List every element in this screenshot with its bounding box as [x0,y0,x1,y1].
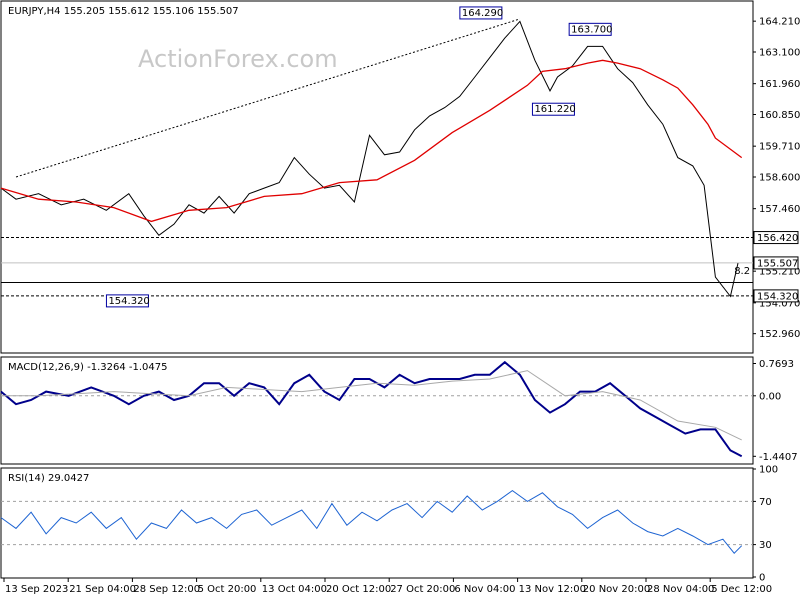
moving-average-line [0,59,743,223]
macd-tick-label: -1.4407 [759,452,798,463]
price-tick-label: 159.710 [759,142,800,153]
price-tick-label: 164.210 [759,17,800,28]
trendline [15,18,521,178]
x-tick-label: 13 Nov 12:00 [519,584,586,595]
x-tick-label: 6 Nov 04:00 [454,584,515,595]
trendline-line [15,18,521,178]
price-levels [1,237,753,297]
price-tick-label: 163.100 [759,48,800,59]
annotation-box [568,22,612,36]
x-tick-label: 5 Oct 20:00 [198,584,257,595]
price-axis-box [753,289,799,303]
x-tick-label: 28 Sep 12:00 [133,584,200,595]
price-y-axis: 164.210 163.100 161.960 160.850 159.710 158.6… [753,17,800,340]
rsi-panel [0,467,754,579]
price-tick-label: 160.850 [759,110,800,121]
price-tick-label: 157.460 [759,204,800,215]
macd-tick-label: 0.7693 [759,359,794,370]
price-axis-label: 156.420 [757,233,798,244]
rsi-y-axis: 100 70 30 0 [753,465,778,584]
price-axis-box [753,231,799,245]
rsi-line [0,489,743,554]
price-tick-label: 155.210 [759,267,800,278]
rsi-title: RSI(14) 29.0427 [8,473,89,484]
price-axis-label: 155.507 [757,258,798,269]
price-tick-label: 161.960 [759,79,800,90]
macd-tick-label: 0.00 [759,391,781,402]
annotation-label: 154.320 [108,296,149,307]
annotation-box [459,6,503,20]
price-tick-label: 152.960 [759,329,800,340]
macd-y-axis: 0.7693 0.00 -1.4407 [753,359,798,463]
x-tick-label: 27 Oct 20:00 [390,584,455,595]
macd-panel [0,356,754,465]
rsi-tick-label: 100 [759,465,778,476]
rsi-tick-label: 70 [759,497,772,508]
rsi-series-group [0,489,743,554]
annotation-label: 163.700 [571,24,612,35]
x-tick-label: 5 Dec 12:00 [711,584,772,595]
x-tick-label: 28 Nov 04:00 [647,584,714,595]
overlay-text: 8.2 [734,266,750,277]
price-axis-label: 154.320 [757,291,798,302]
x-tick-label: 20 Oct 12:00 [326,584,391,595]
symbol-label: EURJPY,H4 155.205 155.612 155.106 155.50… [8,6,239,17]
rsi-tick-label: 30 [759,540,772,551]
rsi-tick-label: 0 [759,573,765,584]
price-panel [0,0,754,354]
x-tick-label: 20 Nov 20:00 [583,584,650,595]
price-axis-box [753,256,799,270]
price-tick-label: 154.070 [759,298,800,309]
rsi-levels [1,500,753,546]
watermark: ActionForex.com [138,45,338,73]
macd-title: MACD(12,26,9) -1.3264 -1.0475 [8,362,168,373]
annotation-label: 161.220 [534,104,575,115]
annotation-label: 164.290 [462,8,503,19]
price-line [0,20,739,298]
annotation-box [105,294,149,308]
x-tick-label: 13 Oct 04:00 [262,584,327,595]
signal-line [1,370,742,441]
x-tick-label: 13 Sep 2023 [5,584,68,595]
macd-series-group [0,360,743,458]
price-tick-label: 158.600 [759,173,800,184]
x-tick-label: 21 Sep 04:00 [69,584,136,595]
price-annotations: 164.290 163.700 161.220 154.320 8.2 [105,6,750,308]
macd-line [0,360,743,458]
annotation-box [531,102,575,116]
price-series-group [0,20,743,298]
